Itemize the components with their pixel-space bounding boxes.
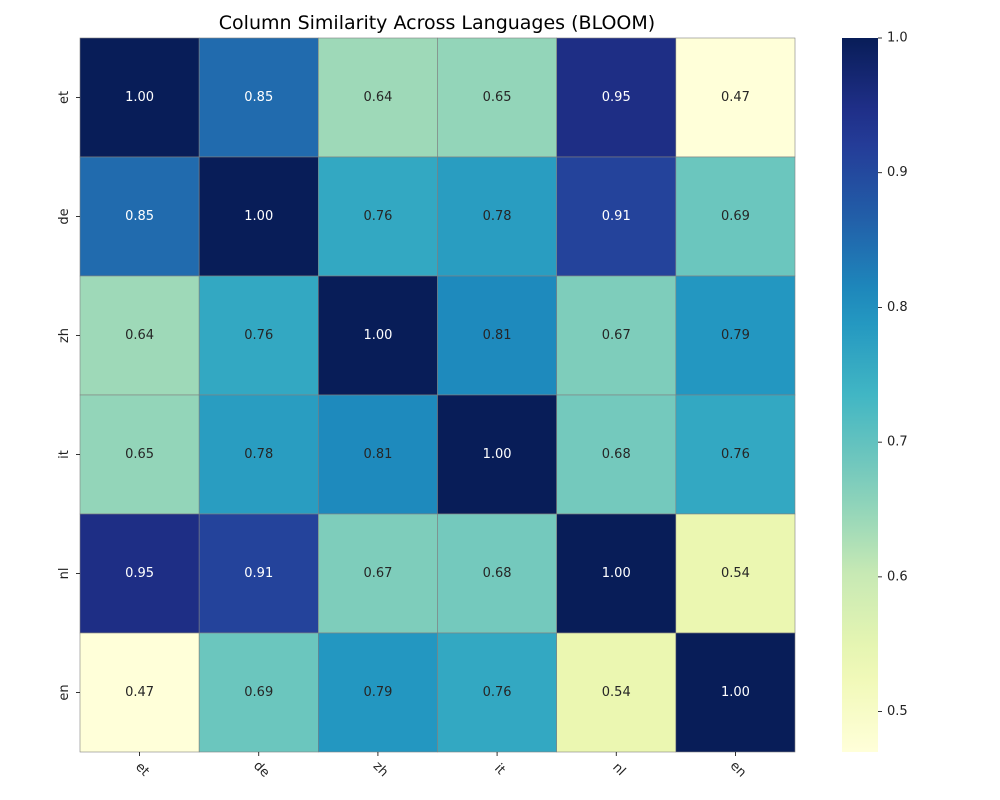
y-tick-label: zh bbox=[57, 328, 72, 343]
heatmap-cell-nl-it bbox=[437, 513, 557, 634]
heatmap-cell-value: 0.54 bbox=[602, 685, 631, 700]
heatmap-cell-value: 0.81 bbox=[483, 328, 512, 343]
colorbar-ticks: 0.5 0.6 0.7 0.8 0.9 1.0 bbox=[878, 31, 908, 719]
heatmap-cell-nl-zh bbox=[318, 513, 438, 634]
heatmap-cell-zh-zh bbox=[318, 275, 438, 396]
heatmap-cell-value: 0.65 bbox=[125, 447, 154, 462]
heatmap-cell-value: 0.85 bbox=[125, 209, 154, 224]
colorbar-tick-label: 0.5 bbox=[887, 704, 908, 719]
heatmap-cell-nl-en bbox=[675, 513, 796, 634]
heatmap-cell-nl-nl bbox=[556, 513, 677, 634]
heatmap-cell-et-nl bbox=[556, 37, 677, 158]
heatmap-cell-de-de bbox=[198, 156, 319, 277]
heatmap-cell-value: 0.81 bbox=[363, 447, 392, 462]
colorbar-gradient bbox=[842, 38, 878, 752]
heatmap-cell-value: 1.00 bbox=[363, 328, 392, 343]
heatmap-cell-nl-de bbox=[198, 513, 319, 634]
x-tick-label: et bbox=[132, 760, 152, 780]
y-tick-label: nl bbox=[57, 568, 72, 580]
heatmap-cell-zh-et bbox=[79, 275, 200, 396]
heatmap-cell-et-it bbox=[437, 37, 557, 158]
x-axis-ticks: et de zh it nl en bbox=[132, 752, 749, 781]
heatmap-cell-it-en bbox=[675, 394, 796, 515]
heatmap-cell-en-it bbox=[437, 632, 557, 753]
heatmap-cell-value: 0.95 bbox=[125, 566, 154, 581]
heatmap-cell-value: 1.00 bbox=[721, 685, 750, 700]
heatmap-cell-value: 0.54 bbox=[721, 566, 750, 581]
heatmap-cell-de-it bbox=[437, 156, 557, 277]
heatmap-cell-value: 0.69 bbox=[721, 209, 750, 224]
heatmap-cell-zh-it bbox=[437, 275, 557, 396]
heatmap-cells: 1.00 0.85 0.64 0.65 0.95 0.47 0.85 1.00 0.76 0.78… bbox=[79, 37, 796, 753]
heatmap-cell-value: 0.78 bbox=[244, 447, 273, 462]
colorbar-tick-label: 0.6 bbox=[887, 569, 908, 584]
heatmap-cell-value: 0.95 bbox=[602, 90, 631, 105]
x-tick-label: en bbox=[727, 758, 749, 780]
y-tick-label: en bbox=[57, 684, 72, 700]
heatmap-cell-et-en bbox=[675, 37, 796, 158]
colorbar-tick-label: 0.8 bbox=[887, 300, 908, 315]
heatmap-cell-it-zh bbox=[318, 394, 438, 515]
heatmap-cell-value: 0.76 bbox=[483, 685, 512, 700]
x-tick-label: nl bbox=[609, 760, 628, 779]
heatmap-cell-it-nl bbox=[556, 394, 677, 515]
heatmap-cell-et-et bbox=[79, 37, 200, 158]
x-tick-label: de bbox=[250, 758, 272, 780]
y-axis-ticks: et de zh it nl en bbox=[57, 91, 80, 701]
heatmap-cell-value: 0.76 bbox=[721, 447, 750, 462]
heatmap-cell-value: 0.78 bbox=[483, 209, 512, 224]
heatmap-cell-value: 0.68 bbox=[483, 566, 512, 581]
heatmap-cell-en-nl bbox=[556, 632, 677, 753]
heatmap-cell-value: 1.00 bbox=[483, 447, 512, 462]
y-tick-label: et bbox=[57, 91, 72, 104]
heatmap-cell-value: 0.91 bbox=[244, 566, 273, 581]
heatmap-cell-de-et bbox=[79, 156, 200, 277]
heatmap-cell-it-it bbox=[437, 394, 557, 515]
heatmap-cell-et-zh bbox=[318, 37, 438, 158]
heatmap-cell-it-et bbox=[79, 394, 200, 515]
heatmap-cell-en-en bbox=[675, 632, 796, 753]
heatmap-cell-it-de bbox=[198, 394, 319, 515]
heatmap-cell-value: 0.47 bbox=[125, 685, 154, 700]
heatmap-cell-value: 0.68 bbox=[602, 447, 631, 462]
heatmap-cell-value: 0.76 bbox=[244, 328, 273, 343]
heatmap-cell-value: 0.91 bbox=[602, 209, 631, 224]
colorbar-tick-label: 0.9 bbox=[887, 165, 908, 180]
colorbar-tick-label: 0.7 bbox=[887, 435, 908, 450]
colorbar: 0.5 0.6 0.7 0.8 0.9 1.0 bbox=[842, 31, 908, 752]
heatmap-cell-value: 0.69 bbox=[244, 685, 273, 700]
heatmap-cell-value: 1.00 bbox=[244, 209, 273, 224]
heatmap-cell-value: 1.00 bbox=[602, 566, 631, 581]
heatmap-cell-value: 0.67 bbox=[602, 328, 631, 343]
heatmap-cell-value: 0.65 bbox=[483, 90, 512, 105]
heatmap-cell-en-et bbox=[79, 632, 200, 753]
heatmap-cell-value: 0.79 bbox=[363, 685, 392, 700]
heatmap-cell-et-de bbox=[198, 37, 319, 158]
heatmap-cell-value: 0.64 bbox=[363, 90, 392, 105]
heatmap-cell-zh-nl bbox=[556, 275, 677, 396]
heatmap-cell-value: 0.79 bbox=[721, 328, 750, 343]
heatmap-cell-nl-et bbox=[79, 513, 200, 634]
heatmap-cell-value: 0.67 bbox=[363, 566, 392, 581]
x-tick-label: zh bbox=[370, 759, 391, 780]
heatmap-cell-zh-de bbox=[198, 275, 319, 396]
y-tick-label: de bbox=[57, 208, 72, 224]
colorbar-tick-label: 1.0 bbox=[887, 31, 908, 46]
heatmap-cell-zh-en bbox=[675, 275, 796, 396]
heatmap-cell-value: 0.64 bbox=[125, 328, 154, 343]
y-tick-label: it bbox=[57, 450, 72, 459]
heatmap-cell-de-en bbox=[675, 156, 796, 277]
heatmap-cell-value: 0.47 bbox=[721, 90, 750, 105]
heatmap-cell-value: 1.00 bbox=[125, 90, 154, 105]
heatmap-cell-value: 0.85 bbox=[244, 90, 273, 105]
x-tick-label: it bbox=[491, 761, 508, 778]
heatmap-cell-value: 0.76 bbox=[363, 209, 392, 224]
chart-title: Column Similarity Across Languages (BLOO… bbox=[219, 12, 655, 34]
